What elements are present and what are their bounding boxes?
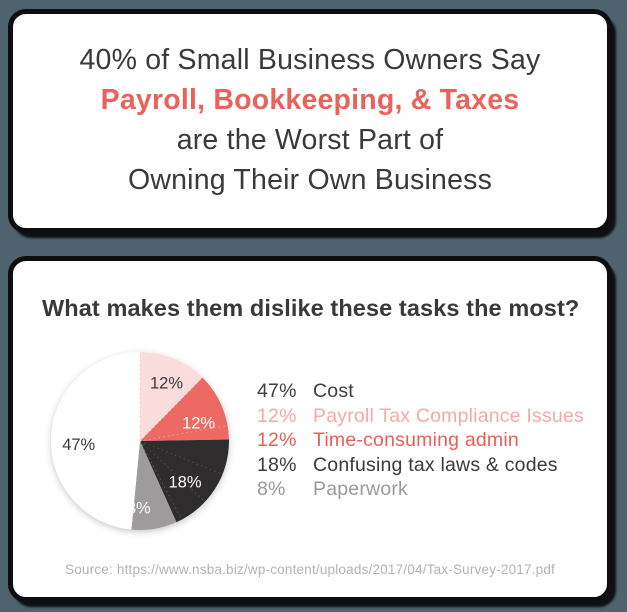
- legend-row-paperwork: 8% Paperwork: [257, 477, 584, 502]
- pie-slice-time-consuming-admin: [140, 377, 229, 441]
- legend-pct: 47%: [257, 380, 297, 402]
- legend-pct: 18%: [257, 453, 297, 476]
- legend-label: Confusing tax laws & codes: [313, 453, 558, 476]
- headline-block: 40% of Small Business Owners Say Payroll…: [13, 14, 607, 200]
- pie-slice-cost: [51, 352, 140, 530]
- pie-slice-value-label: 12%: [150, 374, 183, 392]
- legend-pct: 12%: [257, 404, 297, 427]
- legend-label: Paperwork: [313, 478, 409, 501]
- pie-chart-svg: 12% 12% 18% 8% 47%: [51, 352, 230, 531]
- chart-card: What makes them dislike these tasks the …: [8, 256, 612, 602]
- pie-dotted-separator: [139, 378, 202, 442]
- pie-dotted-separator: [139, 440, 222, 475]
- headline-card: 40% of Small Business Owners Say Payroll…: [8, 9, 612, 233]
- pie-slice-paperwork: [131, 441, 177, 531]
- legend-row-payroll-tax-compliance: 12% Payroll Tax Compliance Issues: [257, 404, 584, 429]
- legend-row-time-consuming-admin: 12% Time-consuming admin: [257, 428, 584, 453]
- chart-legend: 47% Cost 12% Payroll Tax Compliance Issues…: [257, 379, 584, 502]
- pie-slice-value-label: 47%: [62, 436, 95, 454]
- pie-dotted-separator: [139, 440, 205, 502]
- headline-line-1: 40% of Small Business Owners Say: [79, 44, 541, 76]
- chart-question-title: What makes them dislike these tasks the …: [42, 295, 580, 321]
- pie-dotted-separator: [139, 425, 227, 442]
- legend-row-confusing-tax-laws: 18% Confusing tax laws & codes: [257, 453, 584, 478]
- pie-slice-payroll-tax-compliance-issues: [140, 352, 203, 441]
- headline-line-4: Owning Their Own Business: [127, 164, 493, 196]
- pie-slice-confusing-tax-laws-codes: [140, 439, 230, 523]
- pie-chart: 12% 12% 18% 8% 47%: [35, 336, 245, 546]
- legend-label: Cost: [313, 380, 354, 402]
- pie-slice-value-label: 18%: [168, 473, 201, 491]
- legend-pct: 12%: [257, 429, 297, 452]
- legend-pct: 8%: [257, 478, 286, 501]
- headline-line-3: are the Worst Part of: [176, 124, 444, 156]
- legend-row-cost: 47% Cost: [257, 379, 584, 404]
- pie-slice-value-label: 8%: [127, 499, 151, 517]
- legend-label: Payroll Tax Compliance Issues: [313, 404, 584, 427]
- pie-slice-value-label: 12%: [182, 414, 215, 432]
- pie-dotted-separator: [139, 440, 182, 519]
- headline-line-2-accent: Payroll, Bookkeeping, & Taxes: [100, 84, 520, 116]
- legend-label: Time-consuming admin: [313, 429, 519, 452]
- source-citation: Source: https://www.nsba.biz/wp-content/…: [64, 562, 556, 577]
